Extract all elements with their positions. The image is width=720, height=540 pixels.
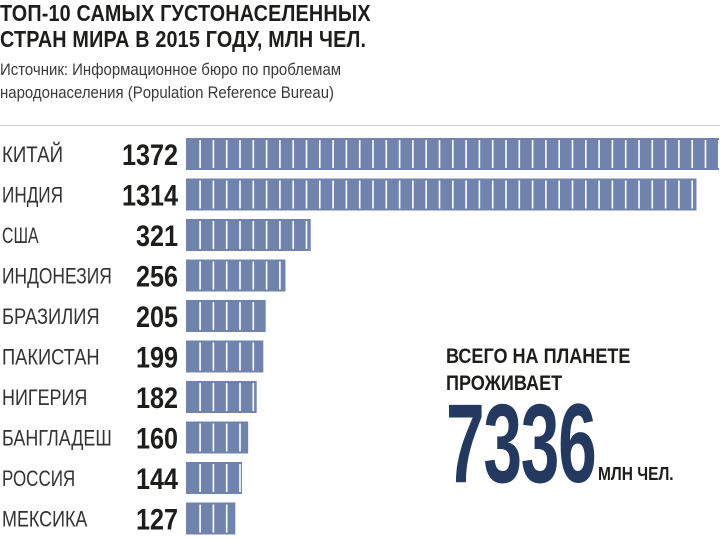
category-label: США — [2, 223, 39, 248]
bar — [186, 340, 264, 373]
category-label: МЕКСИКА — [2, 507, 88, 532]
bar — [186, 219, 311, 251]
bar-chart: КИТАЙ 1372 ИНДИЯ 1314 США 321 ИНДОНЕЗИЯ 256 БРАЗ… — [2, 138, 720, 537]
value-label: 199 — [136, 342, 178, 375]
value-label: 1314 — [122, 180, 178, 213]
bar — [186, 138, 720, 170]
category-label: БАНГЛАДЕШ — [2, 426, 112, 451]
category-label: РОССИЯ — [2, 466, 75, 491]
category-label: ПАКИСТАН — [2, 345, 100, 370]
category-label: НИГЕРИЯ — [2, 385, 87, 410]
bar — [186, 381, 257, 413]
bar — [186, 300, 266, 332]
total-unit: МЛН ЧЕЛ. — [598, 464, 674, 484]
bar — [186, 462, 242, 494]
value-label: 321 — [136, 220, 178, 253]
total-value: 7336 — [446, 381, 597, 506]
value-label: 205 — [136, 301, 178, 334]
divider — [0, 125, 720, 126]
value-label: 127 — [136, 504, 178, 537]
value-label: 1372 — [122, 139, 178, 172]
category-label: ИНДИЯ — [2, 183, 63, 208]
bar — [186, 259, 286, 292]
value-label: 256 — [136, 261, 178, 294]
total-label: ВСЕГО НА ПЛАНЕТЕ ПРОЖИВАЕТ — [446, 345, 631, 395]
value-label: 144 — [136, 463, 178, 496]
value-label: 182 — [136, 382, 178, 415]
category-label: КИТАЙ — [2, 142, 63, 167]
category-label: ИНДОНЕЗИЯ — [2, 264, 112, 289]
bar — [186, 421, 249, 454]
bar — [186, 178, 697, 211]
category-label: БРАЗИЛИЯ — [2, 304, 100, 329]
bar — [186, 502, 236, 535]
value-label: 160 — [136, 423, 178, 456]
chart-title: ТОП-10 САМЫХ ГУСТОНАСЕЛЕННЫХ СТРАН МИРА … — [0, 0, 371, 52]
source-note: Источник: Информационное бюро по проблем… — [0, 60, 342, 102]
